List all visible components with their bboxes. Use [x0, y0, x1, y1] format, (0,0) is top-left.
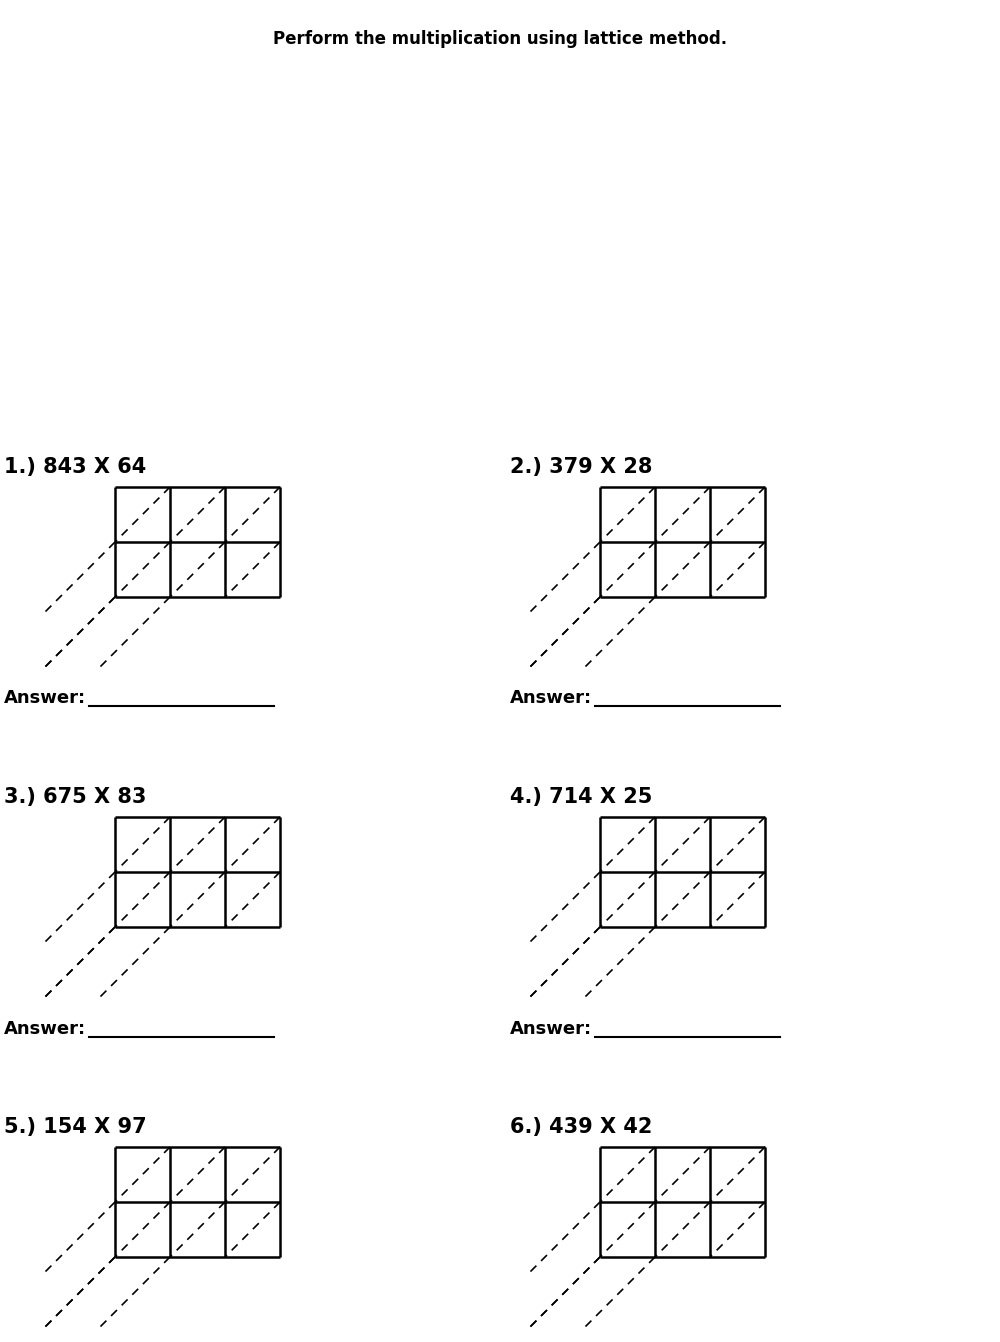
Text: Answer:: Answer:	[510, 1020, 592, 1037]
Text: Perform the multiplication using lattice method.: Perform the multiplication using lattice…	[273, 30, 727, 48]
Text: 6.) 439 X 42: 6.) 439 X 42	[510, 1117, 652, 1137]
Text: Answer:: Answer:	[510, 690, 592, 707]
Text: 1.) 843 X 64: 1.) 843 X 64	[4, 458, 146, 476]
Text: 2.) 379 X 28: 2.) 379 X 28	[510, 458, 652, 476]
Text: Answer:: Answer:	[4, 1020, 86, 1037]
Text: 4.) 714 X 25: 4.) 714 X 25	[510, 786, 652, 807]
Text: 3.) 675 X 83: 3.) 675 X 83	[4, 786, 146, 807]
Text: Answer:: Answer:	[4, 690, 86, 707]
Text: 5.) 154 X 97: 5.) 154 X 97	[4, 1117, 147, 1137]
